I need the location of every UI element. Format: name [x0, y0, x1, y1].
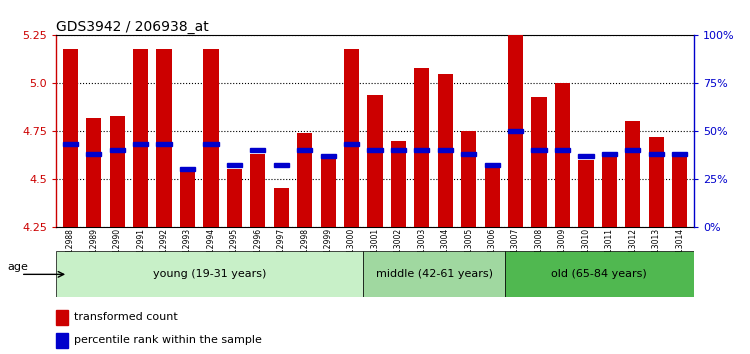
Bar	[226, 163, 242, 167]
Bar	[110, 148, 125, 152]
Bar	[532, 148, 547, 152]
Bar	[368, 148, 382, 152]
Bar	[672, 152, 687, 156]
Bar	[602, 156, 617, 227]
Bar	[157, 49, 172, 227]
Text: middle (42-61 years): middle (42-61 years)	[376, 269, 493, 279]
Bar	[63, 49, 78, 227]
Bar	[414, 68, 430, 227]
Bar	[363, 251, 505, 297]
Bar	[508, 35, 524, 227]
Bar	[203, 142, 218, 147]
Bar	[344, 142, 359, 147]
Bar	[484, 163, 500, 167]
Bar	[56, 251, 363, 297]
Bar	[251, 154, 266, 227]
Bar	[56, 310, 68, 325]
Bar	[438, 148, 453, 152]
Bar	[626, 148, 640, 152]
Bar	[133, 142, 148, 147]
Bar	[86, 118, 101, 227]
Bar	[344, 49, 359, 227]
Bar	[532, 97, 547, 227]
Bar	[297, 133, 312, 227]
Text: young (19-31 years): young (19-31 years)	[153, 269, 266, 279]
Text: transformed count: transformed count	[74, 312, 178, 322]
Bar	[63, 142, 78, 147]
Bar	[414, 148, 430, 152]
Bar	[508, 129, 524, 133]
Bar	[505, 251, 694, 297]
Bar	[180, 169, 195, 227]
Bar	[578, 160, 593, 227]
Bar	[274, 163, 289, 167]
Text: age: age	[8, 262, 28, 273]
Text: percentile rank within the sample: percentile rank within the sample	[74, 335, 262, 345]
Bar	[203, 49, 218, 227]
Bar	[86, 152, 101, 156]
Bar	[672, 156, 687, 227]
Bar	[461, 131, 476, 227]
Bar	[461, 152, 476, 156]
Bar	[649, 137, 664, 227]
Text: GDS3942 / 206938_at: GDS3942 / 206938_at	[56, 21, 209, 34]
Bar	[56, 333, 68, 348]
Bar	[391, 148, 406, 152]
Bar	[320, 154, 336, 158]
Bar	[602, 152, 617, 156]
Bar	[555, 148, 570, 152]
Bar	[391, 141, 406, 227]
Bar	[157, 142, 172, 147]
Bar	[368, 95, 382, 227]
Bar	[251, 148, 266, 152]
Bar	[274, 188, 289, 227]
Bar	[180, 167, 195, 171]
Bar	[320, 156, 336, 227]
Bar	[438, 74, 453, 227]
Text: old (65-84 years): old (65-84 years)	[551, 269, 647, 279]
Bar	[297, 148, 312, 152]
Bar	[649, 152, 664, 156]
Bar	[110, 116, 125, 227]
Bar	[555, 83, 570, 227]
Bar	[484, 167, 500, 227]
Bar	[626, 121, 640, 227]
Bar	[133, 49, 148, 227]
Bar	[578, 154, 593, 158]
Bar	[226, 169, 242, 227]
